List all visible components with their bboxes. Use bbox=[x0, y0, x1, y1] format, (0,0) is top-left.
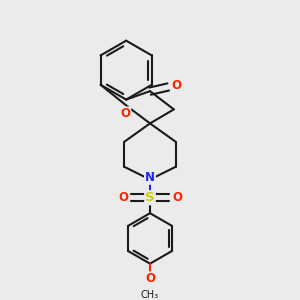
Text: O: O bbox=[171, 79, 181, 92]
Text: N: N bbox=[145, 171, 155, 184]
Text: O: O bbox=[120, 107, 130, 120]
Text: S: S bbox=[145, 191, 155, 204]
Text: O: O bbox=[145, 272, 155, 285]
Text: CH₃: CH₃ bbox=[141, 290, 159, 300]
Text: O: O bbox=[118, 191, 128, 204]
Text: O: O bbox=[172, 191, 182, 204]
